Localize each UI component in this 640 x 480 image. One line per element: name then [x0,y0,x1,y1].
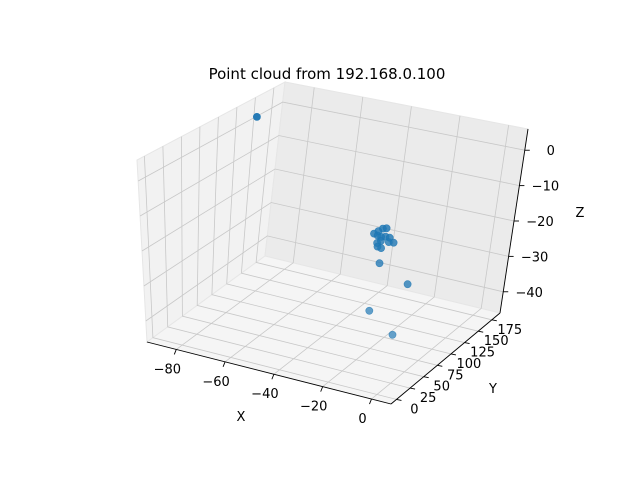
y-tick-mark [450,353,457,356]
x-grid-line [176,87,315,350]
x-axis-line [146,341,392,405]
y-tick-mark [491,319,497,322]
data-point-15 [375,259,384,268]
x-tick-mark [320,386,324,392]
y-tick-label: 150 [484,334,509,349]
z-tick-label: −40 [515,286,542,301]
y-grid-line [196,126,438,366]
y-tick-label: 75 [447,368,464,383]
y-grid-line [181,136,424,378]
y-tick-label: 50 [433,380,450,395]
y-tick-label: 125 [470,346,495,361]
z-tick-label: −10 [532,180,559,195]
x-grid-line [273,106,412,375]
y-grid-line [211,117,451,355]
axis-panes [136,81,529,405]
tick-labels: −80−60−40−20002550751001251501750−10−20−… [154,144,560,427]
y-axis-label: Y [488,382,497,397]
data-point-0 [252,113,261,121]
x-grid-line [224,96,364,363]
y-grid-line [226,107,465,343]
y-axis-line [390,312,501,405]
data-point-18 [388,330,397,339]
data-point-17 [365,306,374,315]
z-grid-line [143,202,509,287]
data-point-14 [377,244,385,252]
z-axis-label: Z [576,206,585,221]
data-point-16 [403,280,412,289]
data-point-13 [382,224,391,233]
x-tick-mark [369,398,372,405]
x-axis-label: X [237,410,246,425]
z-grid-line [145,235,504,322]
x-tick-mark [222,361,226,368]
z-grid-line [139,135,520,217]
x-grid-line [322,115,461,387]
chart-title: Point cloud from 192.168.0.100 [209,65,446,83]
y-grid-line [162,146,411,389]
z-tick-label: −30 [521,250,548,265]
x-tick-mark [271,374,275,380]
y-tick-label: 100 [456,357,481,372]
grid-lines [138,87,525,400]
x-tick-mark [173,349,177,355]
x-tick-label: 0 [358,412,366,427]
data-point-11 [370,229,378,238]
x-tick-label: −60 [202,375,229,390]
x-grid-line [371,125,509,400]
y-tick-mark [437,364,443,367]
z-grid-line [141,168,515,252]
y-tick-mark [396,399,402,401]
z-tick-label: 0 [547,144,555,159]
z-grid-line [138,101,525,182]
y-tick-mark [464,342,470,345]
x-tick-label: −20 [300,400,327,415]
z-tick-label: −20 [526,215,553,230]
x-tick-label: −40 [251,387,278,402]
x-tick-label: −80 [154,362,181,377]
y-tick-label: 175 [497,323,522,338]
y-tick-label: 25 [420,391,437,406]
data-points [252,113,412,339]
y-grid-line [144,156,397,400]
y-tick-label: 0 [410,402,418,417]
data-point-12 [389,238,398,247]
y-tick-mark [478,330,484,333]
y-tick-mark [423,376,429,379]
y-grid-line [240,97,479,332]
y-grid-line [255,87,492,321]
y-tick-mark [409,387,416,390]
